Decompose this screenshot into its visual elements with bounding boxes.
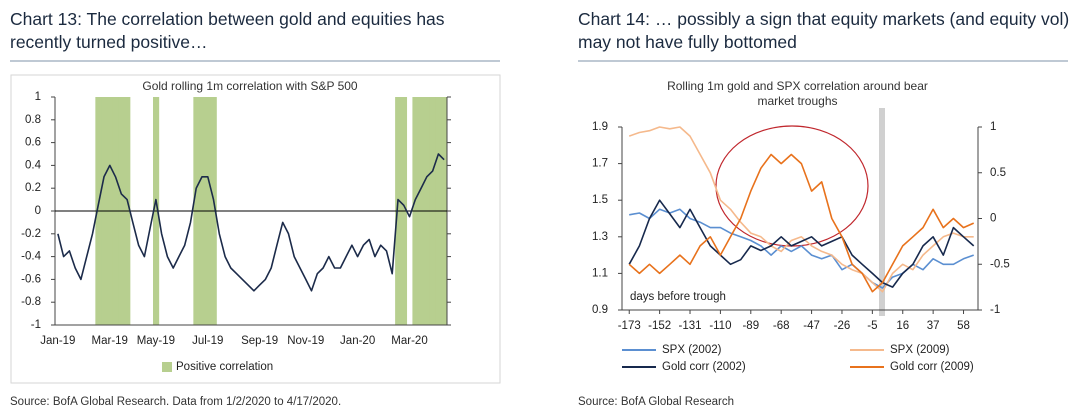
y-tick-label: 0.8 <box>25 114 41 126</box>
series-line <box>628 199 975 288</box>
legend-label: SPX (2009) <box>890 344 950 356</box>
y2-tick-label: 1 <box>990 121 996 133</box>
y-tick-label: 1.7 <box>592 158 608 170</box>
x-tick-label: 37 <box>927 320 940 332</box>
source: Source: BofA Global Research <box>578 396 734 408</box>
x-tick-label: -5 <box>867 320 877 332</box>
y-tick-label: 0 <box>35 205 41 217</box>
y-tick-label: 1.5 <box>592 194 608 206</box>
chart-title: Rolling 1m gold and SPX correlation arou… <box>667 79 928 108</box>
y-tick-label: 1 <box>35 91 41 103</box>
trough-marker <box>879 108 885 316</box>
y2-tick-label: -1 <box>990 304 1000 316</box>
x-tick-label: -89 <box>742 320 759 332</box>
y-tick-label: 0.2 <box>25 182 41 194</box>
x-tick-label: -47 <box>803 320 820 332</box>
y-tick-label: -1 <box>31 319 41 331</box>
x-tick-label: -68 <box>773 320 790 332</box>
y2-tick-label: 0.5 <box>990 167 1006 179</box>
series-line <box>628 126 974 293</box>
y-tick-label: -0.8 <box>21 296 41 308</box>
legend-label: Gold corr (2002) <box>662 361 746 373</box>
heading: Chart 14: … possibly a sign that equity … <box>578 9 1070 52</box>
chart-frame <box>10 74 501 384</box>
y-tick-label: 0.9 <box>592 304 608 316</box>
y-tick-label: -0.6 <box>21 273 41 285</box>
legend-swatch <box>162 362 172 372</box>
x-tick-label: Jan-20 <box>340 335 375 347</box>
x-tick-label: 16 <box>896 320 909 332</box>
x-tick-label: -173 <box>618 320 641 332</box>
x-tick-label: Sep-19 <box>241 335 278 347</box>
x-tick-label: Mar-20 <box>391 335 427 347</box>
x-tick-label: -152 <box>648 320 671 332</box>
y-tick-label: -0.2 <box>21 228 41 240</box>
x-tick-label: -110 <box>709 320 731 332</box>
x-tick-label: Jan-19 <box>40 335 75 347</box>
x-tick-label: -131 <box>679 320 702 332</box>
x-tick-label: Jul-19 <box>192 335 223 347</box>
x-tick-label: Mar-19 <box>92 335 128 347</box>
y2-tick-label: 0 <box>990 213 996 225</box>
legend-label: Positive correlation <box>176 361 273 373</box>
series-line <box>57 153 445 292</box>
y-tick-label: 1.3 <box>592 231 608 243</box>
y-tick-label: 0.6 <box>25 137 41 149</box>
y-tick-label: 1.9 <box>592 121 608 133</box>
x-tick-label: May-19 <box>137 335 175 347</box>
y2-tick-label: -0.5 <box>990 258 1010 270</box>
y-tick-label: 0.4 <box>25 159 42 171</box>
x-tick-label: 58 <box>957 320 970 332</box>
x-tick-label: Nov-19 <box>287 335 324 347</box>
series-line <box>628 153 975 293</box>
x-tick-label: -26 <box>834 320 851 332</box>
highlight-ellipse <box>715 125 869 247</box>
legend-label: SPX (2002) <box>662 344 722 356</box>
source: Source: BofA Global Research. Data from … <box>10 396 342 408</box>
chart-title: Gold rolling 1m correlation with S&P 500 <box>142 79 358 93</box>
y-tick-label: 1.1 <box>592 267 608 279</box>
y-tick-label: -0.4 <box>21 251 41 263</box>
annotation: days before trough <box>630 291 726 303</box>
legend-label: Gold corr (2009) <box>890 361 974 373</box>
heading: Chart 13: The correlation between gold a… <box>10 9 445 52</box>
